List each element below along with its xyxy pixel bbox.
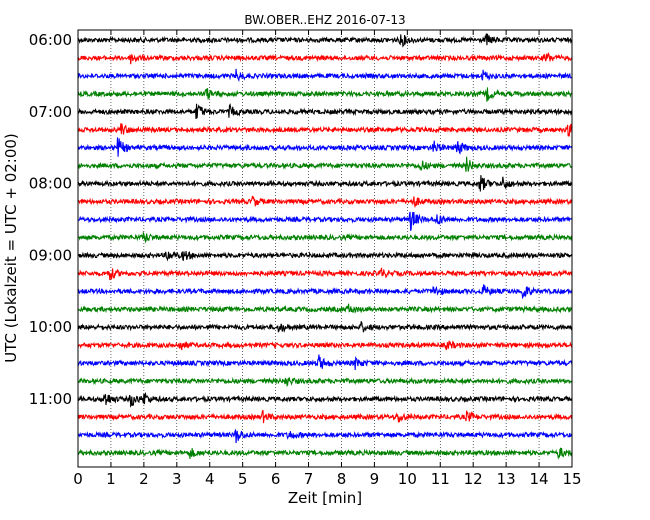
y-tick-label: 08:00: [29, 175, 72, 193]
trace-line: [77, 123, 573, 137]
y-tick-label: 10:00: [29, 318, 72, 336]
trace-group: [77, 33, 573, 460]
x-tick-label: 0: [73, 470, 83, 488]
trace-line: [77, 195, 573, 209]
trace-line: [77, 391, 573, 408]
x-axis-label: Zeit [min]: [288, 489, 362, 507]
grid-lines: [110, 30, 540, 467]
trace-line: [77, 156, 573, 172]
y-tick-label: 11:00: [29, 390, 72, 408]
x-tick-label: 10: [398, 470, 417, 488]
x-tick-label: 3: [172, 470, 182, 488]
trace-line: [77, 68, 573, 83]
y-tick-label: 07:00: [29, 103, 72, 121]
x-axis-ticks: 0 1 2 3 4 5 6 7 8 9 10 11 12 13 14 15: [73, 30, 582, 488]
x-tick-label: 1: [106, 470, 116, 488]
x-tick-label: 11: [431, 470, 450, 488]
x-tick-label: 5: [238, 470, 248, 488]
y-tick-label: 09:00: [29, 246, 72, 264]
chart-title: BW.OBER..EHZ 2016-07-13: [244, 13, 405, 27]
trace-line: [77, 340, 573, 351]
trace-line: [77, 231, 573, 244]
trace-line: [77, 284, 573, 300]
y-axis-ticks: 06:00 07:00 08:00 09:00 10:00 11:00: [29, 31, 572, 408]
x-tick-label: 14: [530, 470, 549, 488]
trace-line: [77, 428, 573, 444]
x-tick-label: 13: [497, 470, 516, 488]
x-tick-label: 2: [139, 470, 149, 488]
trace-line: [77, 103, 573, 119]
trace-line: [77, 303, 573, 314]
plot-frame: [77, 29, 573, 468]
trace-line: [77, 354, 573, 371]
x-tick-label: 4: [205, 470, 215, 488]
x-tick-label: 15: [562, 470, 581, 488]
trace-line: [77, 250, 573, 262]
trace-line: [77, 87, 573, 102]
trace-line: [77, 51, 573, 65]
trace-line: [77, 267, 573, 281]
trace-line: [77, 321, 573, 333]
x-tick-label: 9: [370, 470, 380, 488]
trace-line: [77, 33, 573, 48]
x-tick-label: 7: [304, 470, 314, 488]
x-tick-label: 8: [337, 470, 347, 488]
trace-line: [77, 175, 573, 192]
trace-line: [77, 409, 573, 424]
trace-line: [77, 137, 573, 157]
x-tick-label: 12: [464, 470, 483, 488]
trace-line: [77, 376, 573, 388]
y-axis-label: UTC (Lokalzeit = UTC + 02:00): [2, 133, 20, 363]
trace-line: [77, 211, 573, 231]
y-tick-label: 06:00: [29, 31, 72, 49]
trace-line: [77, 447, 573, 460]
x-tick-label: 6: [271, 470, 281, 488]
